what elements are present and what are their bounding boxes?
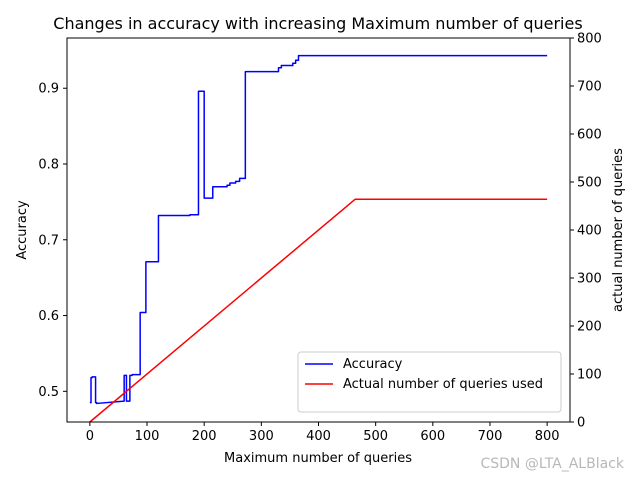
x-tick-label: 0 — [86, 429, 94, 444]
y-tick-label-right: 400 — [577, 224, 602, 239]
x-tick-label: 300 — [249, 429, 274, 444]
y-axis-right: 0 100 200 300 400 500 600 700 800 — [570, 32, 602, 431]
y-tick-label-right: 300 — [577, 272, 602, 287]
legend-label-accuracy: Accuracy — [343, 357, 403, 372]
x-tick-label: 100 — [135, 429, 160, 444]
y-axis-title-right: actual number of queries — [611, 148, 626, 312]
chart-title: Changes in accuracy with increasing Maxi… — [53, 14, 582, 33]
y-tick-label-right: 800 — [577, 32, 602, 47]
legend: Accuracy Actual number of queries used — [297, 351, 562, 413]
y-axis-title-left: Accuracy — [15, 200, 30, 260]
y-tick-label-left: 0.7 — [38, 233, 59, 248]
x-tick-label: 500 — [363, 429, 388, 444]
series-line-1 — [89, 198, 548, 423]
y-tick-label-right: 600 — [577, 128, 602, 143]
y-tick-label-right: 500 — [577, 176, 602, 191]
y-tick-label-left: 0.6 — [38, 309, 59, 324]
watermark: CSDN @LTA_ALBlack — [480, 456, 624, 472]
y-tick-label-right: 100 — [577, 368, 602, 383]
y-tick-label-right: 200 — [577, 320, 602, 335]
y-tick-label-right: 700 — [577, 80, 602, 95]
x-tick-label: 800 — [535, 429, 560, 444]
plot-series — [89, 54, 548, 423]
y-tick-label-left: 0.5 — [38, 385, 59, 400]
x-tick-label: 700 — [478, 429, 503, 444]
y-tick-label-left: 0.9 — [38, 82, 59, 97]
x-axis: 0 100 200 300 400 500 600 700 800 — [86, 422, 560, 444]
x-tick-label: 600 — [420, 429, 445, 444]
x-axis-title: Maximum number of queries — [224, 451, 412, 466]
legend-label-queries: Actual number of queries used — [343, 377, 543, 392]
y-axis-left: 0.5 0.6 0.7 0.8 0.9 — [38, 82, 67, 400]
legend-box — [297, 351, 562, 413]
series-line-0 — [89, 54, 548, 405]
y-tick-label-left: 0.8 — [38, 158, 59, 173]
x-tick-label: 200 — [192, 429, 217, 444]
x-tick-label: 400 — [306, 429, 331, 444]
y-tick-label-right: 0 — [577, 416, 585, 431]
